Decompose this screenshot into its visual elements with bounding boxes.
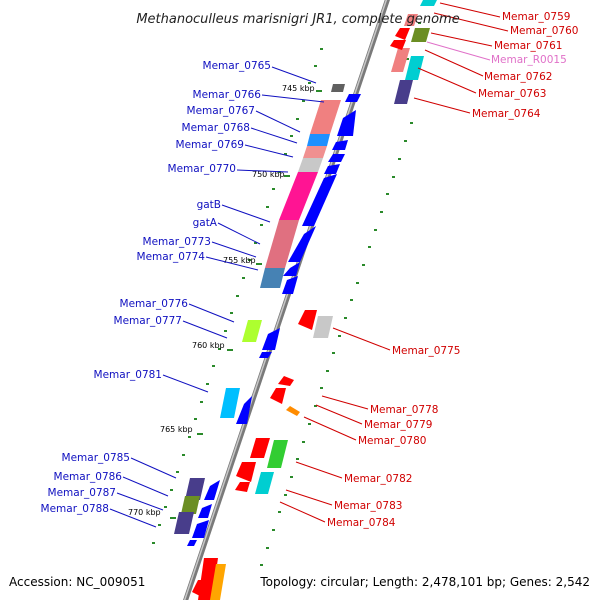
gene-label-memar-0786[interactable]: Memar_0786: [54, 471, 123, 483]
genome-title: Methanoculleus marisnigri JR1, complete …: [136, 12, 459, 27]
gene-label-gata[interactable]: gatA: [193, 217, 218, 229]
gene-label-memar-0788[interactable]: Memar_0788: [41, 503, 109, 515]
labels-left: Memar_0765 Memar_0766 Memar_0767 Memar_0…: [41, 60, 271, 515]
gene-label-memar-0782[interactable]: Memar_0782: [344, 473, 412, 485]
topology-text: Topology: circular; Length: 2,478,101 bp…: [259, 575, 590, 589]
kbp-label-760: 760 kbp: [192, 341, 225, 350]
gene-label-gatb[interactable]: gatB: [197, 199, 221, 211]
kbp-label-755: 755 kbp: [223, 256, 256, 265]
tick-track-right: [260, 22, 421, 566]
gene-label-memar-0770[interactable]: Memar_0770: [168, 163, 236, 175]
gene-label-memar-0760[interactable]: Memar_0760: [510, 25, 578, 37]
gene-label-memar-0785[interactable]: Memar_0785: [62, 452, 130, 464]
gene-label-memar-0781[interactable]: Memar_0781: [94, 369, 162, 381]
kbp-label-750: 750 kbp: [252, 170, 285, 179]
gene-label-memar-0765[interactable]: Memar_0765: [203, 60, 271, 72]
gene-label-memar-r0015[interactable]: Memar_R0015: [491, 54, 567, 66]
cds-arrows-left: [187, 94, 361, 546]
cds-arrows-right: [192, 28, 410, 598]
gene-label-memar-0769[interactable]: Memar_0769: [176, 139, 244, 151]
connectors-left: [109, 66, 325, 528]
gene-label-memar-0783[interactable]: Memar_0783: [334, 500, 402, 512]
gene-label-memar-0775[interactable]: Memar_0775: [392, 345, 460, 357]
gene-label-memar-0780[interactable]: Memar_0780: [358, 435, 426, 447]
gene-label-memar-0776[interactable]: Memar_0776: [120, 298, 189, 310]
gene-label-memar-0773[interactable]: Memar_0773: [143, 236, 211, 248]
cog-blocks-left: [174, 84, 345, 534]
connector-rna: [426, 41, 491, 61]
gene-label-memar-0779[interactable]: Memar_0779: [364, 419, 432, 431]
gene-label-memar-0761[interactable]: Memar_0761: [494, 40, 562, 52]
kbp-label-765: 765 kbp: [160, 425, 193, 434]
gene-label-memar-0766[interactable]: Memar_0766: [193, 89, 262, 101]
gene-label-memar-0778[interactable]: Memar_0778: [370, 404, 438, 416]
gene-label-memar-0768[interactable]: Memar_0768: [182, 122, 250, 134]
gene-label-memar-0784[interactable]: Memar_0784: [327, 517, 396, 529]
kbp-label-745: 745 kbp: [282, 84, 315, 93]
gene-label-memar-0774[interactable]: Memar_0774: [137, 251, 206, 263]
gene-label-memar-0762[interactable]: Memar_0762: [484, 71, 552, 83]
gene-label-memar-0787[interactable]: Memar_0787: [48, 487, 116, 499]
gene-label-memar-0759[interactable]: Memar_0759: [502, 11, 570, 23]
gene-label-memar-0763[interactable]: Memar_0763: [478, 88, 546, 100]
rna-arrow: [286, 406, 300, 416]
gene-label-memar-0767[interactable]: Memar_0767: [187, 105, 255, 117]
kbp-label-770: 770 kbp: [128, 508, 161, 517]
gene-label-memar-0764[interactable]: Memar_0764: [472, 108, 541, 120]
accession-text: Accession: NC_009051: [9, 575, 145, 589]
connectors-right: [279, 2, 509, 523]
labels-right: Memar_0759 Memar_0760 Memar_0761 Memar_R…: [327, 11, 578, 529]
kbp-major-ticks: [170, 90, 322, 519]
gene-label-memar-0777[interactable]: Memar_0777: [114, 315, 182, 327]
